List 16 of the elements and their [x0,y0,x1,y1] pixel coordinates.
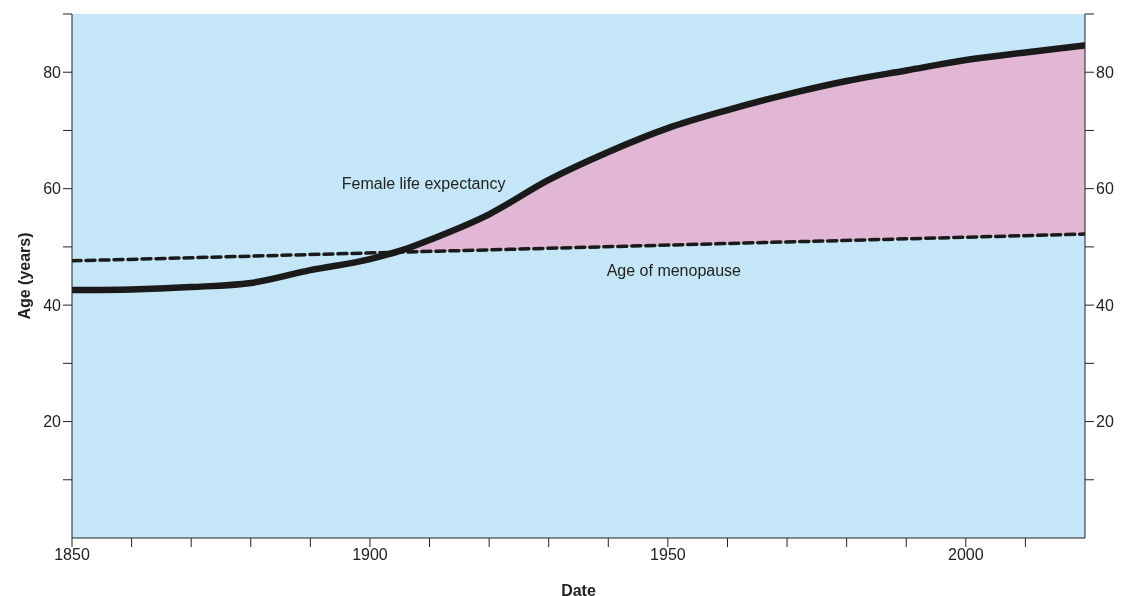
x-tick-label: 1900 [352,546,388,564]
y-axis-title: Age (years) [16,232,34,320]
y-tick-label: 80 [43,63,62,81]
x-tick-label: 2000 [948,546,984,564]
y-tick-label: 40 [43,296,62,314]
y2-tick-label: 40 [1096,296,1114,314]
x-axis-title: Date [561,582,596,596]
y-tick-label: 20 [43,413,62,431]
series-label: Female life expectancy [341,174,506,192]
series-label: Age of menopause [606,261,742,279]
x-tick-label: 1850 [54,546,90,564]
x-tick-label: 1950 [650,546,686,564]
y2-tick-label: 60 [1096,180,1114,198]
y2-tick-label: 20 [1096,413,1114,431]
y2-tick-label: 80 [1096,63,1114,81]
y-tick-label: 60 [43,180,62,198]
